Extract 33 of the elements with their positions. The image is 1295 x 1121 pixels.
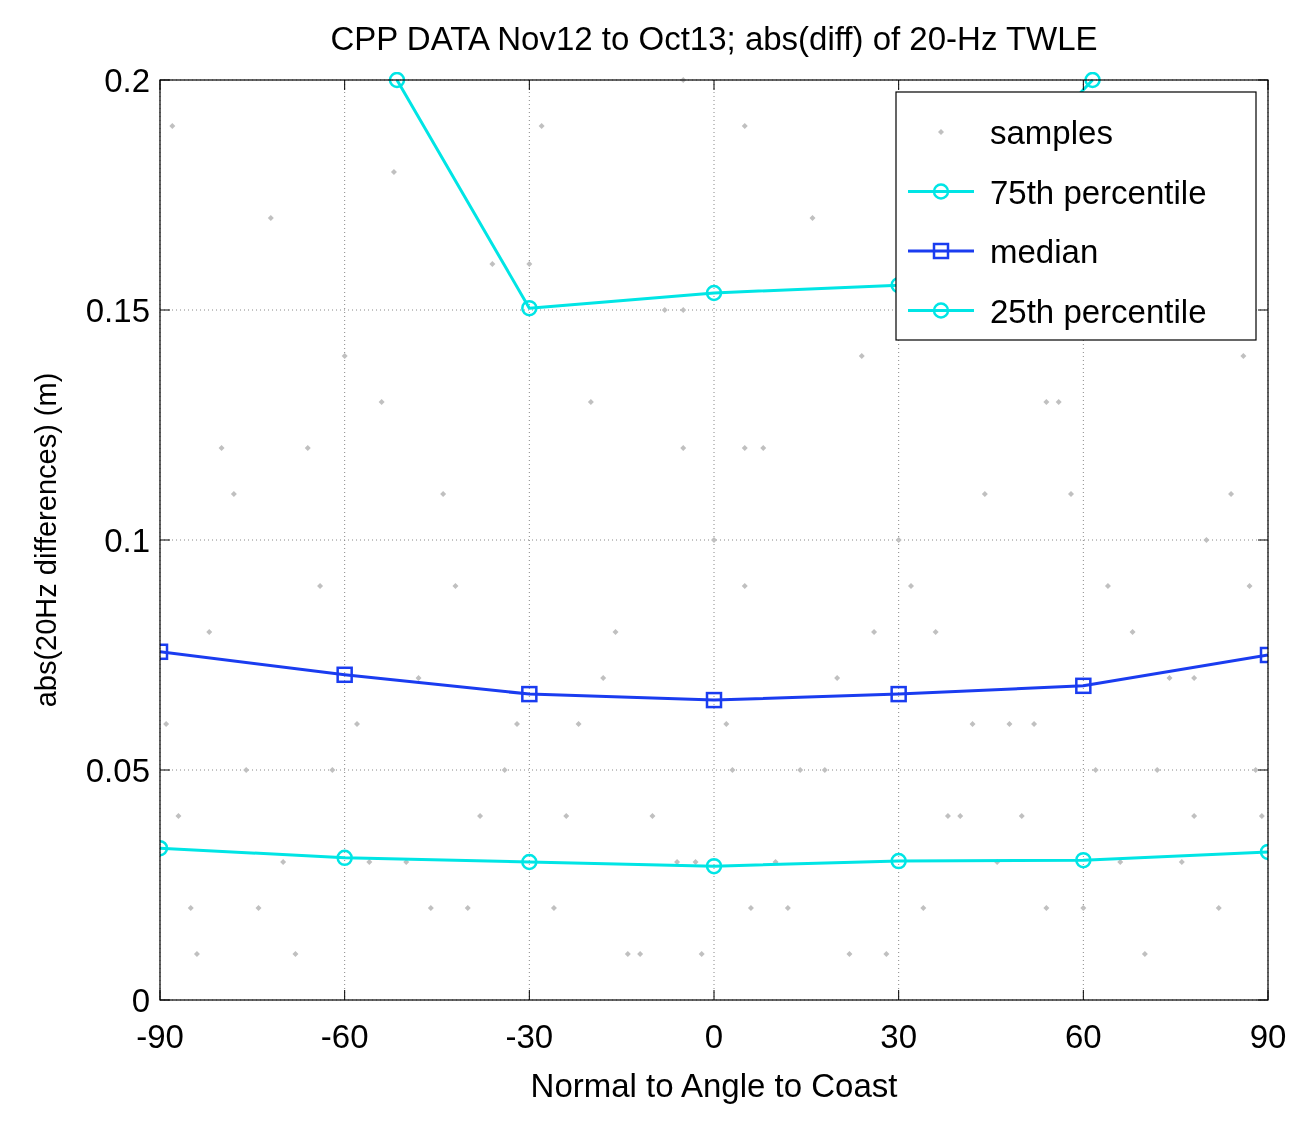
point (1075, 851, 1092, 869)
x-axis-title: Normal to Angle to Coast (530, 1067, 898, 1104)
legend-label: median (990, 233, 1099, 270)
x-tick-label: 60 (1064, 1018, 1102, 1055)
x-tick-label: -60 (320, 1018, 369, 1055)
x-tick-label: -90 (136, 1018, 184, 1055)
point (388, 72, 406, 89)
legend-label: 25th percentile (990, 292, 1207, 330)
point (521, 853, 538, 871)
x-tick-label: -30 (505, 1018, 554, 1055)
point (1075, 677, 1092, 695)
point (1084, 72, 1101, 89)
point (521, 299, 538, 317)
point (890, 685, 907, 703)
point (336, 666, 353, 684)
x-tick-label: 0 (704, 1018, 724, 1055)
x-tick-label: 90 (1249, 1018, 1287, 1055)
point (521, 685, 538, 703)
legend-label: samples (990, 114, 1113, 151)
point (705, 284, 723, 302)
y-tick-label: 0.15 (85, 292, 150, 329)
point (890, 852, 907, 870)
y-tick-label: 0 (131, 982, 150, 1019)
y-tick-label: 0.2 (104, 62, 150, 99)
legend-label: 75th percentile (990, 173, 1207, 211)
x-tick-label: 30 (880, 1018, 918, 1055)
point (705, 691, 723, 709)
y-tick-label: 0.1 (104, 522, 150, 559)
point (705, 857, 723, 875)
y-tick-label: 0.05 (85, 752, 150, 789)
point (336, 849, 353, 867)
y-axis-title: abs(20Hz differences) (m) (30, 372, 62, 708)
chart-title: CPP DATA Nov12 to Oct13; abs(diff) of 20-Hz TWLE (330, 20, 1098, 57)
